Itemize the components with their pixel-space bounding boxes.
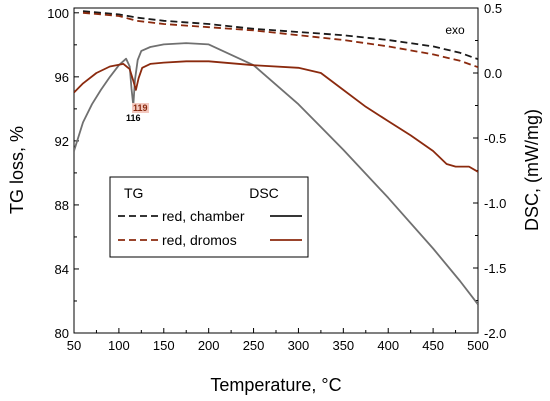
exo-label: exo (445, 23, 465, 37)
y-right-tick-label: 0.5 (484, 1, 502, 16)
x-axis-title: Temperature, °C (210, 375, 341, 395)
y-left-tick-label: 100 (47, 6, 69, 21)
y-right-tick-label: -0.5 (484, 131, 506, 146)
y-left-tick-label: 84 (55, 262, 69, 277)
y-right-tick-label: -1.0 (484, 196, 506, 211)
x-tick-label: 200 (198, 338, 220, 353)
peak-label-119-highlight (132, 103, 149, 113)
legend-entry-chamber: red, chamber (162, 208, 245, 224)
y-left-tick-label: 80 (55, 326, 69, 341)
x-tick-label: 300 (288, 338, 310, 353)
plot-frame (73, 7, 479, 334)
series-tg-red-dromos (82, 11, 478, 69)
y-left-tick-label: 92 (55, 134, 69, 149)
y-right-tick-label: -2.0 (484, 326, 506, 341)
legend-entry-dromos: red, dromos (162, 232, 237, 248)
legend-tg-header: TG (124, 185, 143, 201)
y-right-tick-label: -1.5 (484, 261, 506, 276)
x-tick-label: 500 (467, 338, 489, 353)
y-left-tick-label: 88 (55, 198, 69, 213)
series-dsc-red-chamber (74, 42, 478, 305)
legend: TG DSC red, chamber red, dromos (109, 176, 309, 258)
y-right-tick-label: 0.0 (484, 66, 502, 81)
x-tick-label: 250 (243, 338, 265, 353)
x-tick-label: 450 (422, 338, 444, 353)
series-dsc-red-dromos (74, 60, 478, 173)
series-layer (74, 10, 478, 305)
x-tick-label: 350 (332, 338, 354, 353)
x-axis-ticks: 50 100 150 200 250 300 350 400 450 500 (67, 328, 489, 353)
x-tick-label: 100 (108, 338, 130, 353)
y-right-axis-ticks: 0.5 0.0 -0.5 -1.0 -1.5 -2.0 (473, 1, 506, 341)
x-tick-label: 50 (67, 338, 81, 353)
y-right-axis-title: DSC, (mW/mg) (522, 109, 542, 231)
x-tick-label: 150 (153, 338, 175, 353)
y-left-axis-title: TG loss, % (7, 126, 27, 214)
x-tick-label: 400 (377, 338, 399, 353)
peak-label-119: 119 (133, 103, 148, 113)
y-left-axis-ticks: 80 84 88 92 96 100 (47, 6, 79, 341)
legend-dsc-header: DSC (249, 185, 279, 201)
legend-box (109, 176, 309, 258)
series-tg-red-chamber (82, 10, 478, 61)
y-left-tick-label: 96 (55, 70, 69, 85)
peak-label-116: 116 (126, 113, 141, 123)
